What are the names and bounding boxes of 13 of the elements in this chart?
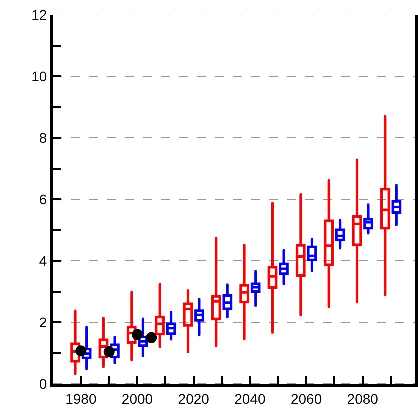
y-tick-label: 4	[39, 252, 48, 269]
y-tick-label: 10	[32, 68, 48, 84]
y-tick-label: 6	[39, 191, 48, 208]
x-tick-label: 2040	[234, 390, 266, 407]
x-tick-label: 2080	[347, 390, 379, 407]
x-tick-label: 1980	[66, 390, 97, 407]
x-tick-label: 2000	[122, 390, 154, 407]
y-tick-label: 2	[39, 314, 48, 330]
y-tick-label: 8	[39, 130, 48, 146]
x-tick-label: 2020	[178, 390, 210, 407]
x-tick-label: 2060	[290, 390, 322, 407]
y-tick-label: 12	[32, 6, 48, 23]
y-tick-label: 0	[39, 376, 48, 392]
